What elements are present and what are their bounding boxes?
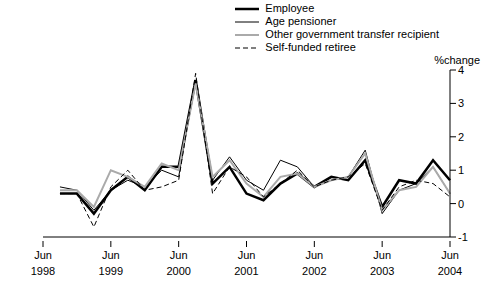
html-text:Employee: Employee (265, 2, 315, 14)
svg-text:2: 2 (458, 131, 464, 143)
svg-text:4: 4 (458, 64, 464, 76)
svg-text:-1: -1 (458, 231, 468, 243)
svg-text:%change: %change (434, 54, 480, 66)
svg-text:0: 0 (458, 198, 464, 210)
html-text:Other government transfer reci: Other government transfer recipient (265, 28, 439, 40)
svg-text:3: 3 (458, 97, 464, 109)
html-text:Age pensioner: Age pensioner (265, 15, 337, 27)
svg-text:Jun2004: Jun2004 (438, 249, 462, 277)
html-text:Self-funded retiree: Self-funded retiree (265, 41, 356, 53)
svg-text:Jun1999: Jun1999 (99, 249, 123, 277)
svg-text:Jun2001: Jun2001 (234, 249, 258, 277)
svg-text:1: 1 (458, 164, 464, 176)
svg-text:Jun1998: Jun1998 (31, 249, 55, 277)
svg-text:Jun2000: Jun2000 (166, 249, 190, 277)
svg-text:Jun2002: Jun2002 (302, 249, 326, 277)
svg-text:Jun2003: Jun2003 (370, 249, 394, 277)
